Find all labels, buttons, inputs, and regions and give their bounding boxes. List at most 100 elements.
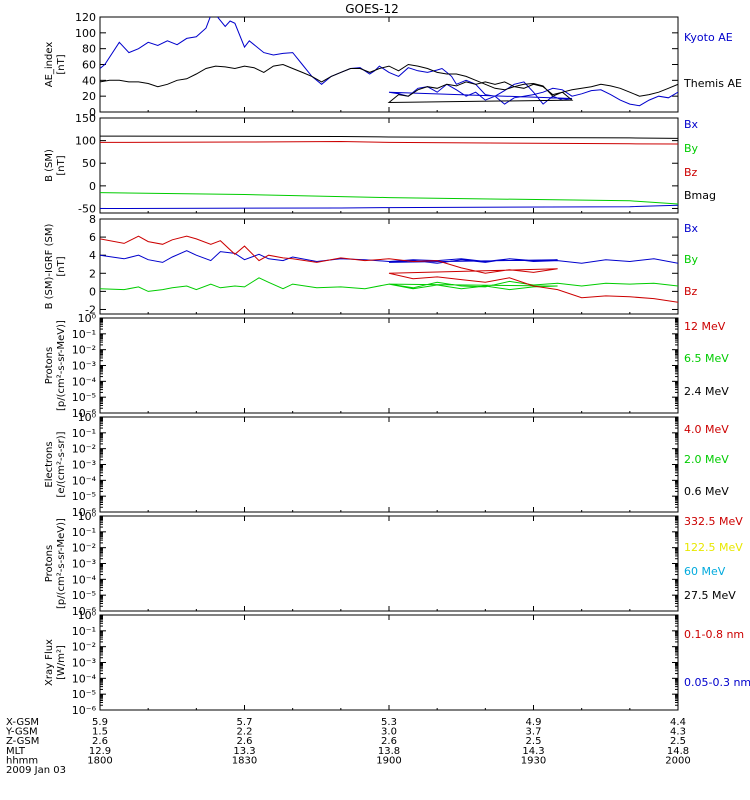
axis-row-value: 14.3 [522,746,544,757]
legend-0-05-0-3-nm: 0.05-0.3 nm [684,676,750,689]
panel-protons1: 10⁻⁶ 10⁻⁵ 10⁻⁴ 10⁻³ 10⁻² 10⁻¹ 10⁰ Protons [p/(cm… [44,312,729,420]
y-axis-units: [p/(cm²-s-sr-MeV)] [56,320,67,411]
series-lines [100,17,678,108]
y-axis-units: [nT] [56,54,67,74]
axis-row-label-z-gsm: Z-GSM [6,736,39,747]
y-tick-label: 20 [82,90,96,103]
axis-row-label-y-gsm: Y-GSM [5,727,38,738]
axis-row-label-mlt: MLT [6,746,26,757]
legend-332-5-mev: 332.5 MeV [684,515,743,528]
axis-row-value: 1900 [376,755,401,766]
axis-row-value: 13.3 [233,746,255,757]
series-line-bx [100,250,678,264]
axis-row-value: 2.6 [237,736,253,747]
y-tick-label: 100 [75,27,96,40]
y-axis-label: Xray Flux [44,639,55,686]
panel-frame [99,515,679,612]
legend-6-5-mev: 6.5 MeV [684,352,729,365]
y-tick-label: 50 [82,157,96,170]
legend-0-6-mev: 0.6 MeV [684,485,729,498]
panel-frame [99,317,679,414]
legend-4-0-mev: 4.0 MeV [684,423,729,436]
y-tick-label: 10⁻¹ [72,526,96,539]
axis-row-value: 14.8 [667,746,689,757]
y-tick-label: 10⁰ [78,510,97,523]
axis-row-value: 12.9 [89,746,111,757]
y-tick-label: 4 [89,249,96,262]
series-line-bz [100,235,678,303]
legend-themis-ae: Themis AE [683,77,742,90]
panel-bsm: -50 0 50 100 150 B (SM) [nT] Bx By Bz Bmag [44,112,716,215]
panel-frame [99,218,679,315]
series-line-by [100,271,678,292]
legend-by: By [684,253,699,266]
axis-row-value: 2.6 [92,736,108,747]
y-axis-units: [e/(cm²-s-sr)] [56,431,67,497]
y-tick-label: 8 [89,213,96,226]
panel-ae: 0 20 40 60 80 100 120 AE_index [nT] Kyoto AE Themi… [44,11,742,119]
y-axis-label: Protons [44,545,55,582]
y-tick-label: 0 [89,180,96,193]
y-tick-label: 10⁻¹ [72,328,96,341]
y-tick-label: 0 [89,106,96,119]
y-tick-label: 10⁻² [72,344,96,357]
legend-bx: Bx [684,118,699,131]
y-tick-label: 10⁻³ [72,657,96,670]
axis-row-value: 4.3 [670,727,686,738]
series-line-by [100,192,678,205]
legend-2-0-mev: 2.0 MeV [684,453,729,466]
y-tick-label: 10⁻⁴ [72,672,97,685]
series-line-bx [100,204,678,209]
series-line-bz [100,140,678,146]
y-tick-label: 120 [75,11,96,24]
panel-protons2: 10⁻⁶ 10⁻⁵ 10⁻⁴ 10⁻³ 10⁻² 10⁻¹ 10⁰ Protons [p/(cm… [44,510,743,618]
legend-27-5-mev: 27.5 MeV [684,589,736,602]
y-tick-label: 10⁻² [72,542,96,555]
legend-12-mev: 12 MeV [684,320,726,333]
y-tick-label: 40 [82,74,96,87]
axis-row-value: 5.3 [381,717,397,728]
axis-row-value: 1830 [232,755,257,766]
legend-0-1-0-8-nm: 0.1-0.8 nm [684,628,744,641]
panel-frame [99,117,679,214]
y-tick-label: 2 [89,267,96,280]
y-axis-label: AE_index [44,42,55,88]
y-axis-units: [nT] [56,155,67,175]
y-tick-label: 10⁻⁴ [72,474,97,487]
y-tick-label: 10⁻⁶ [72,407,97,420]
axis-row-value: 4.9 [526,717,542,728]
axis-row-value: 5.9 [92,717,108,728]
y-axis-label: B (SM)-IGRF (SM) [44,224,55,310]
y-axis-label: B (SM) [44,149,55,182]
y-tick-label: 10⁻⁵ [72,391,96,404]
y-tick-label: 0 [89,285,96,298]
axis-row-value: 2.5 [526,736,542,747]
axis-row-value: 2.5 [670,736,686,747]
panel-xray: 10⁻⁶ 10⁻⁵ 10⁻⁴ 10⁻³ 10⁻² 10⁻¹ 10⁰ Xray Flux [W/m… [44,609,750,717]
axis-row-label-hhmm: hhmm [6,755,38,766]
series-line-themis-ae [100,63,678,104]
y-axis-label: Electrons [44,441,55,487]
axis-row-value: 2000 [665,755,690,766]
axis-row-value: 2.6 [381,736,397,747]
axis-row-value: 4.4 [670,717,686,728]
date-label: 2009 Jan 03 [6,765,66,776]
series-lines [100,135,678,209]
y-tick-label: 10⁰ [78,609,97,622]
y-tick-label: 10⁻³ [72,360,96,373]
time-axis-table: X-GSM 5.9 5.7 5.3 4.9 4.4 Y-GSM 1.5 2.2 3.0 3.7 4.3… [5,717,691,776]
y-tick-label: 10⁻⁵ [72,589,96,602]
legend-bmag: Bmag [684,189,716,202]
panel-bigrf: -2 0 2 4 6 8 B (SM)-IGRF (SM) [nT] Bx By Bz [44,213,699,316]
axis-row-value: 1800 [87,755,112,766]
panel-electrons: 10⁻⁶ 10⁻⁵ 10⁻⁴ 10⁻³ 10⁻² 10⁻¹ 10⁰ Electrons [e/(… [44,411,729,519]
y-tick-label: 10⁻¹ [72,427,96,440]
y-tick-label: 10⁻² [72,641,96,654]
y-tick-label: 10⁰ [78,411,97,424]
y-tick-label: 10⁻⁵ [72,490,96,503]
legend-2-4-mev: 2.4 MeV [684,385,729,398]
panel-frame [99,614,679,711]
axis-row-value: 2.2 [237,727,253,738]
